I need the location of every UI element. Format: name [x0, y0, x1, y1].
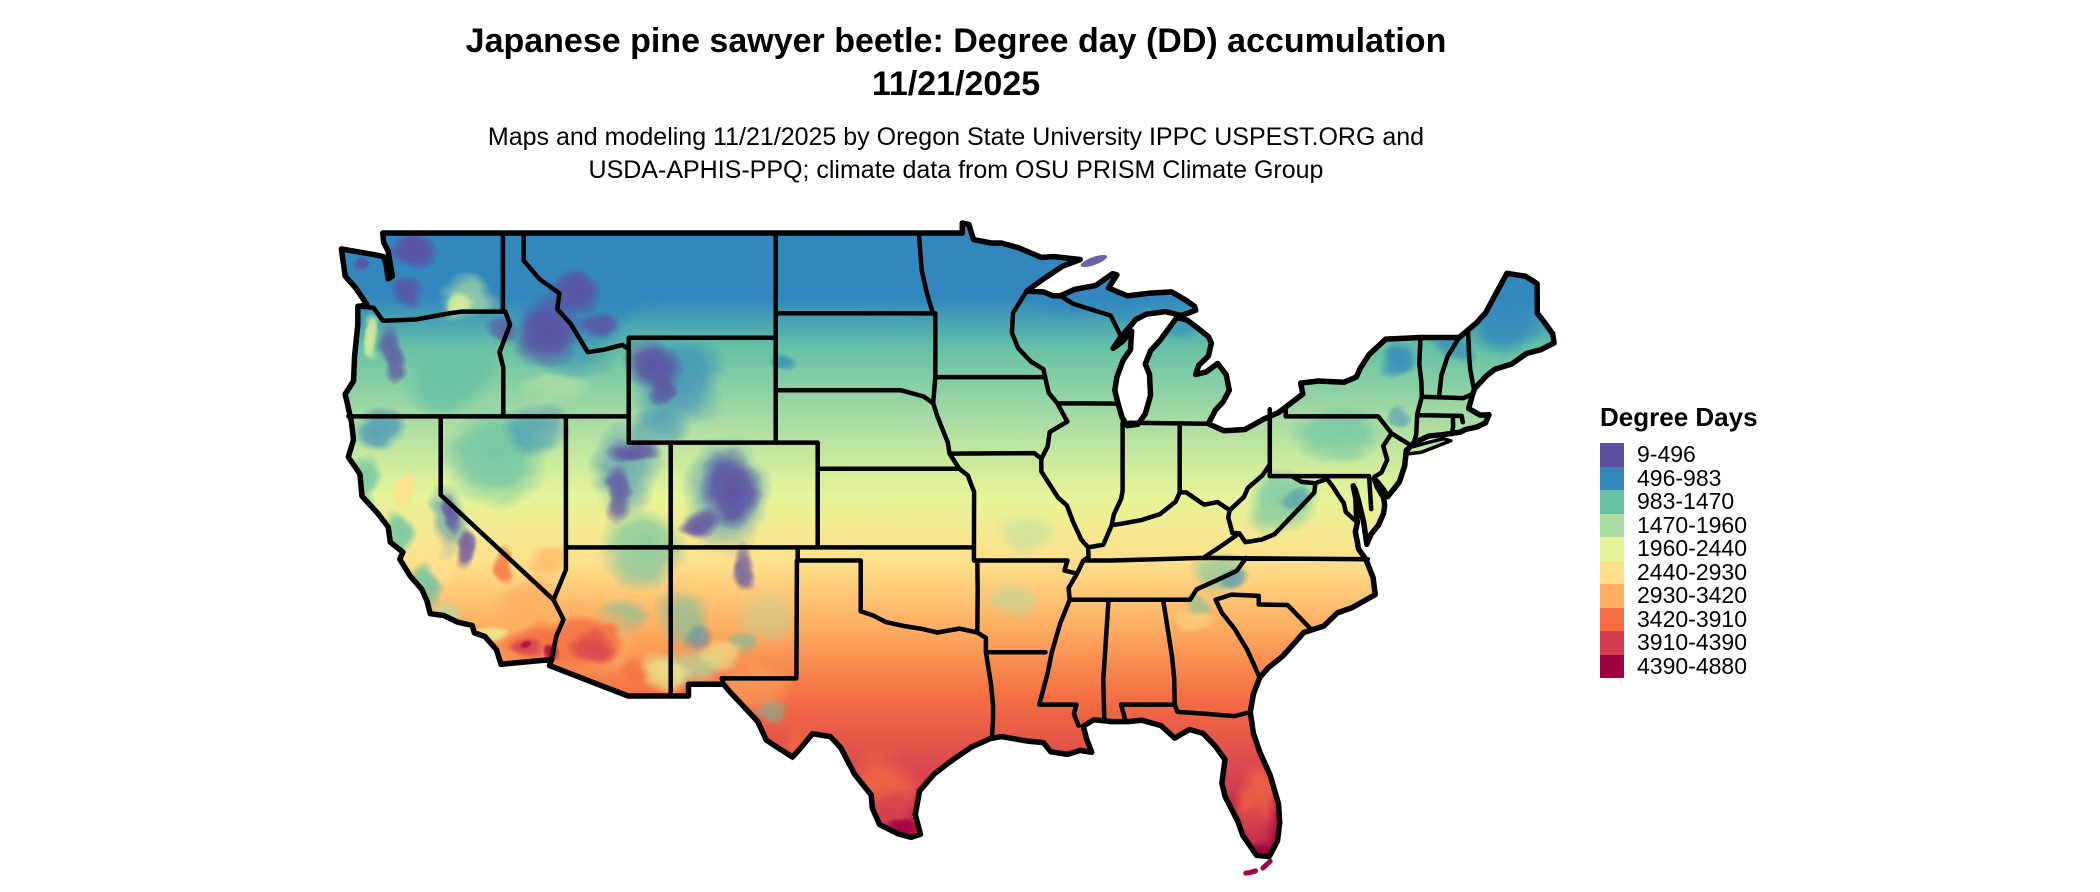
legend-title: Degree Days	[1600, 402, 1758, 432]
map-title-line1: Japanese pine sawyer beetle: Degree day …	[465, 22, 1447, 60]
legend-items: 9-496 496-983 983-1470 1470-1960 1960-2440 24…	[1600, 441, 1758, 679]
legend-item-label: 1960-2440	[1637, 535, 1747, 562]
legend: Degree Days 9-496 496-983 983-1470 1470-196…	[1600, 402, 1758, 679]
isle-royale	[1080, 254, 1108, 268]
legend-item: 983-1470	[1600, 488, 1758, 515]
legend-item: 3910-4390	[1600, 629, 1758, 656]
legend-item-label: 2930-3420	[1637, 582, 1747, 609]
legend-item-label: 3420-3910	[1637, 605, 1747, 632]
legend-item-label: 1470-1960	[1637, 511, 1747, 538]
map-subtitle-line1: Maps and modeling 11/21/2025 by Oregon S…	[487, 123, 1425, 151]
us-coast-outline	[338, 220, 1557, 860]
legend-item: 4390-4880	[1600, 652, 1758, 679]
title-block: Japanese pine sawyer beetle: Degree day …	[0, 20, 1912, 106]
legend-item: 3420-3910	[1600, 605, 1758, 632]
legend-swatch	[1600, 607, 1624, 631]
legend-swatch	[1600, 443, 1624, 467]
legend-swatch	[1600, 537, 1624, 561]
legend-item-label: 983-1470	[1637, 488, 1735, 515]
legend-swatch	[1600, 490, 1624, 514]
legend-item-label: 4390-4880	[1637, 652, 1747, 679]
legend-item: 9-496	[1600, 441, 1758, 468]
legend-item: 496-983	[1600, 464, 1758, 491]
map-subtitle-line2: USDA-APHIS-PPQ; climate data from OSU PR…	[588, 156, 1324, 184]
legend-swatch	[1600, 631, 1624, 655]
legend-swatch	[1600, 513, 1624, 537]
legend-item-label: 496-983	[1637, 464, 1722, 491]
legend-item-label: 9-496	[1637, 441, 1696, 468]
legend-item: 2930-3420	[1600, 582, 1758, 609]
legend-item: 2440-2930	[1600, 558, 1758, 585]
state-borders	[346, 230, 1476, 740]
legend-item-label: 3910-4390	[1637, 629, 1747, 656]
map-title-line2: 11/21/2025	[871, 65, 1041, 103]
legend-item: 1960-2440	[1600, 535, 1758, 562]
long-island-outline	[1406, 436, 1453, 456]
legend-item: 1470-1960	[1600, 511, 1758, 538]
legend-swatch	[1600, 654, 1624, 678]
florida-keys	[1240, 858, 1273, 876]
long-island	[1407, 438, 1451, 454]
legend-item-label: 2440-2930	[1637, 558, 1747, 585]
legend-swatch	[1600, 584, 1624, 608]
subtitle-block: Maps and modeling 11/21/2025 by Oregon S…	[0, 121, 1912, 187]
legend-swatch	[1600, 466, 1624, 490]
legend-swatch	[1600, 560, 1624, 584]
